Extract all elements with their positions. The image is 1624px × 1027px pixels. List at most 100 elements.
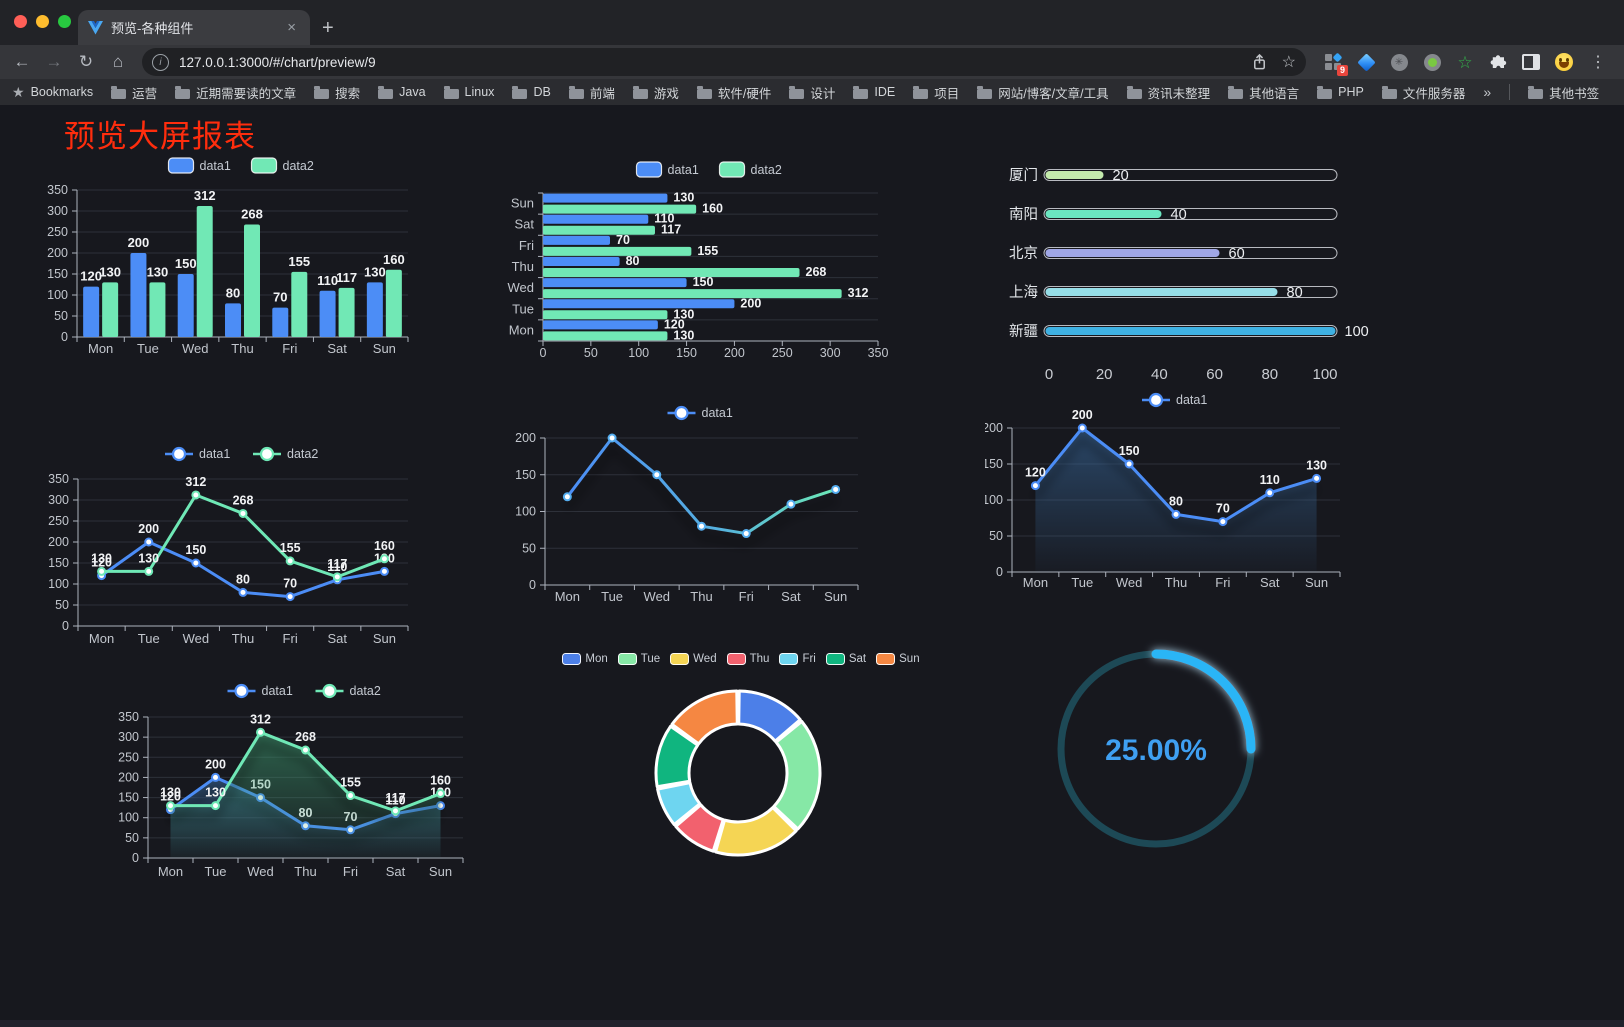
folder-icon bbox=[314, 85, 330, 99]
bookmark-folder[interactable]: 项目 bbox=[913, 83, 959, 102]
chart-donut[interactable] bbox=[628, 681, 848, 881]
green-dot-extension-icon[interactable] bbox=[1421, 51, 1443, 73]
other-bookmarks[interactable]: 其他书签 bbox=[1528, 83, 1599, 102]
pie-legend-item[interactable]: Tue bbox=[617, 653, 661, 665]
pie-legend-item[interactable]: Thu bbox=[726, 653, 769, 665]
legend-label: Tue bbox=[640, 653, 661, 665]
pie-legend-item[interactable]: Fri bbox=[779, 653, 816, 665]
gray-extension-icon[interactable]: ✳ bbox=[1388, 51, 1410, 73]
svg-text:data1: data1 bbox=[262, 684, 293, 698]
svg-text:data2: data2 bbox=[350, 684, 381, 698]
svg-text:312: 312 bbox=[848, 286, 869, 300]
svg-text:110: 110 bbox=[317, 273, 338, 288]
svg-text:200: 200 bbox=[724, 346, 745, 360]
bookmark-folder[interactable]: 前端 bbox=[568, 83, 615, 102]
svg-text:Mon: Mon bbox=[89, 631, 114, 646]
bookmark-folder-label: Java bbox=[399, 85, 426, 99]
share-icon[interactable] bbox=[1251, 53, 1268, 71]
folder-icon bbox=[512, 85, 528, 99]
bookmark-folder-label: Linux bbox=[464, 85, 495, 99]
bookmark-folder[interactable]: 近期需要读的文章 bbox=[175, 83, 296, 102]
pie-legend-item[interactable]: Sat bbox=[825, 653, 866, 665]
browser-tab[interactable]: 预览-各种组件 × bbox=[78, 10, 310, 45]
extension-icons: 9 ✳ ☆ ⋮ bbox=[1316, 51, 1616, 76]
bookmark-folder[interactable]: Linux bbox=[443, 83, 495, 102]
folder-icon bbox=[1381, 85, 1397, 99]
svg-text:Wed: Wed bbox=[1116, 575, 1143, 590]
bookmark-folder[interactable]: Java bbox=[378, 83, 426, 102]
extension-grid-icon[interactable]: 9 bbox=[1322, 51, 1348, 76]
close-window-button[interactable] bbox=[14, 15, 27, 28]
svg-text:Fri: Fri bbox=[343, 864, 358, 879]
bookmark-folder[interactable]: 游戏 bbox=[632, 83, 679, 102]
vue-devtools-icon[interactable] bbox=[1355, 51, 1377, 73]
back-icon[interactable]: ← bbox=[13, 52, 31, 71]
svg-text:Thu: Thu bbox=[1165, 575, 1187, 590]
address-bar[interactable]: i 127.0.0.1:3000/#/chart/preview/9 ☆ bbox=[142, 48, 1306, 76]
green-star-extension-icon[interactable]: ☆ bbox=[1457, 52, 1473, 72]
forward-icon[interactable]: → bbox=[45, 52, 63, 71]
bookmark-folder[interactable]: DB bbox=[512, 83, 551, 102]
bookmark-folder[interactable]: IDE bbox=[853, 83, 895, 102]
reader-panel-icon[interactable] bbox=[1520, 51, 1542, 73]
folder-icon bbox=[789, 85, 805, 99]
bookmark-folder[interactable]: 文件服务器 bbox=[1381, 83, 1465, 102]
pie-legend-item[interactable]: Mon bbox=[562, 653, 608, 665]
minimize-window-button[interactable] bbox=[36, 15, 49, 28]
svg-text:25.00%: 25.00% bbox=[1105, 734, 1207, 767]
chart-progress[interactable]: 厦门 20 南阳 40 北京 60 上海 80 新疆 100 0 20 40 60 80 100 bbox=[992, 157, 1370, 395]
svg-text:120: 120 bbox=[91, 556, 112, 570]
bookmark-star-icon[interactable]: ☆ bbox=[1281, 54, 1296, 71]
svg-text:data1: data1 bbox=[668, 163, 699, 177]
bookmark-folder[interactable]: 设计 bbox=[789, 83, 835, 102]
svg-text:Fri: Fri bbox=[282, 341, 297, 356]
svg-text:130: 130 bbox=[673, 191, 694, 205]
maximize-window-button[interactable] bbox=[58, 15, 71, 28]
chart-area-grouped[interactable]: 0 50 100 150 200 250 300 350 Mon Tue Wed Thu Fri Sat S… bbox=[100, 673, 498, 913]
svg-text:Tue: Tue bbox=[601, 589, 623, 604]
legend-label: Wed bbox=[693, 653, 717, 665]
svg-text:350: 350 bbox=[868, 346, 889, 360]
svg-text:50: 50 bbox=[54, 309, 68, 323]
browser-menu-icon[interactable]: ⋮ bbox=[1590, 54, 1606, 71]
bookmark-folder[interactable]: 软件/硬件 bbox=[696, 83, 771, 102]
bookmark-folder[interactable]: PHP bbox=[1317, 83, 1364, 102]
reload-icon[interactable]: ↻ bbox=[78, 52, 94, 71]
emoji-extension-icon[interactable] bbox=[1553, 51, 1575, 73]
svg-text:110: 110 bbox=[654, 212, 674, 226]
bookmark-folder[interactable]: 资讯未整理 bbox=[1126, 83, 1210, 102]
svg-text:20: 20 bbox=[1113, 168, 1129, 184]
pie-legend-item[interactable]: Wed bbox=[670, 653, 717, 665]
chart-line-gradient[interactable]: 0 50 100 150 200 Mon Tue Wed Thu Fri Sat Sun data1 bbox=[500, 393, 892, 623]
bookmarks-manager[interactable]: ★ Bookmarks bbox=[12, 84, 93, 101]
bookmark-folder[interactable]: 搜索 bbox=[314, 83, 360, 102]
site-info-icon[interactable]: i bbox=[152, 53, 169, 71]
folder-icon bbox=[175, 85, 191, 99]
chart-bar-grouped[interactable]: 0 50 100 150 200 250 300 350 Mon Tue Wed Thu Fri Sat S… bbox=[35, 150, 435, 372]
svg-text:120: 120 bbox=[664, 317, 685, 331]
chart-area-single[interactable]: 0 50 100 150 200 Mon Tue Wed Thu Fri Sat Sun 120 200 1… bbox=[985, 388, 1365, 614]
tab-strip: 预览-各种组件 × + bbox=[0, 0, 1624, 45]
bookmark-folder[interactable]: 运营 bbox=[111, 83, 157, 102]
bookmarks-overflow-icon[interactable]: » bbox=[1483, 84, 1492, 100]
other-bookmarks-label: 其他书签 bbox=[1549, 86, 1600, 101]
bookmark-folder[interactable]: 其他语言 bbox=[1228, 83, 1299, 102]
bookmark-folder[interactable]: 网站/博客/文章/工具 bbox=[977, 83, 1109, 102]
svg-text:50: 50 bbox=[989, 529, 1003, 543]
chart-bar-horizontal[interactable]: 0 50 100 150 200 250 300 350 Mon Tue Wed Thu Fri Sat S… bbox=[500, 153, 898, 375]
legend-swatch bbox=[825, 653, 845, 665]
home-icon[interactable]: ⌂ bbox=[112, 52, 124, 71]
tab-close-icon[interactable]: × bbox=[287, 19, 296, 36]
legend-swatch bbox=[617, 653, 637, 665]
puzzle-extensions-icon[interactable] bbox=[1487, 51, 1509, 73]
chart-gauge[interactable]: 25.00% bbox=[1040, 633, 1272, 865]
new-tab-button[interactable]: + bbox=[322, 17, 334, 39]
url-text[interactable]: 127.0.0.1:3000/#/chart/preview/9 bbox=[179, 54, 376, 70]
svg-text:0: 0 bbox=[540, 346, 547, 360]
folder-icon bbox=[1228, 85, 1244, 99]
svg-text:150: 150 bbox=[48, 556, 69, 570]
svg-text:117: 117 bbox=[661, 223, 681, 237]
bookmarks-separator bbox=[1509, 84, 1511, 100]
pie-legend-item[interactable]: Sun bbox=[876, 653, 920, 665]
chart-line-grouped[interactable]: 0 50 100 150 200 250 300 350 Mon Tue Wed Thu Fri Sat S… bbox=[38, 421, 430, 663]
